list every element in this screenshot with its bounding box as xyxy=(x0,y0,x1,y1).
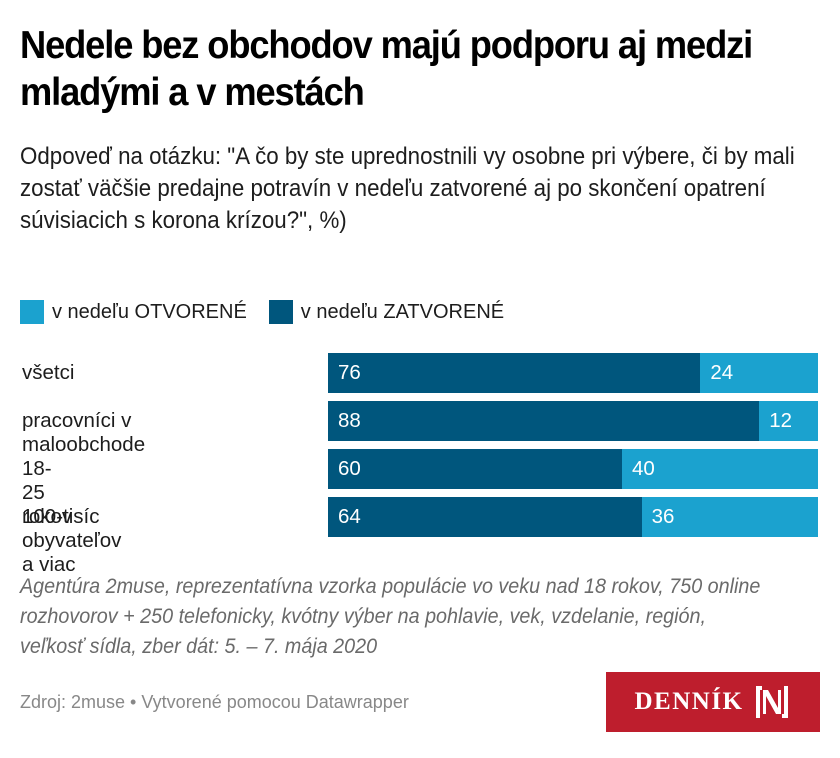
legend-swatch-closed xyxy=(268,300,293,324)
chart-title: Nedele bez obchodov majú podporu aj medz… xyxy=(20,24,753,114)
bar-value-label: 64 xyxy=(338,505,361,528)
logo-text: DENNÍK xyxy=(634,688,744,715)
bar-segment-open xyxy=(622,449,818,489)
chart-subtitle: Odpoveď na otázku: "A čo by ste uprednos… xyxy=(20,143,795,234)
category-label: 100-tisíc obyvateľov a viac xyxy=(22,505,122,576)
legend-item-open: v nedeľu OTVORENÉ xyxy=(20,300,247,324)
bar-segment-closed xyxy=(328,353,701,393)
category-label: 18-25 rokov xyxy=(22,457,73,528)
methodology-notes: Agentúra 2muse, reprezentatívna vzorka p… xyxy=(20,575,761,658)
bar-value-label: 40 xyxy=(632,457,655,480)
legend-label-closed: v nedeľu ZATVORENÉ xyxy=(300,300,505,323)
legend: v nedeľu OTVORENÉ v nedeľu ZATVORENÉ xyxy=(20,300,526,324)
bar-value-label: 12 xyxy=(769,409,792,432)
legend-item-closed: v nedeľu ZATVORENÉ xyxy=(268,300,505,324)
bar-value-label: 36 xyxy=(651,505,675,528)
bar-value-label: 76 xyxy=(338,361,361,384)
source-credit: Zdroj: 2muse • Vytvorené pomocou Datawra… xyxy=(20,692,409,712)
bar-segment-closed xyxy=(328,401,760,441)
category-label: pracovníci v maloobchode xyxy=(22,409,146,456)
bar-value-label: 60 xyxy=(338,457,361,480)
bar-value-label: 24 xyxy=(710,361,734,384)
bar-segment-closed xyxy=(328,497,642,537)
category-label: všetci xyxy=(22,361,75,384)
bar-value-label: 88 xyxy=(338,409,361,432)
n-bracket-logo-icon xyxy=(755,686,788,718)
bar-segment-open xyxy=(759,401,818,441)
bar-segment-closed xyxy=(328,449,622,489)
legend-swatch-open xyxy=(20,300,44,324)
legend-label-open: v nedeľu OTVORENÉ xyxy=(52,300,247,323)
bar-segment-open xyxy=(641,497,818,537)
dennik-n-logo: DENNÍK xyxy=(606,672,820,732)
bar-segment-open xyxy=(700,353,818,393)
